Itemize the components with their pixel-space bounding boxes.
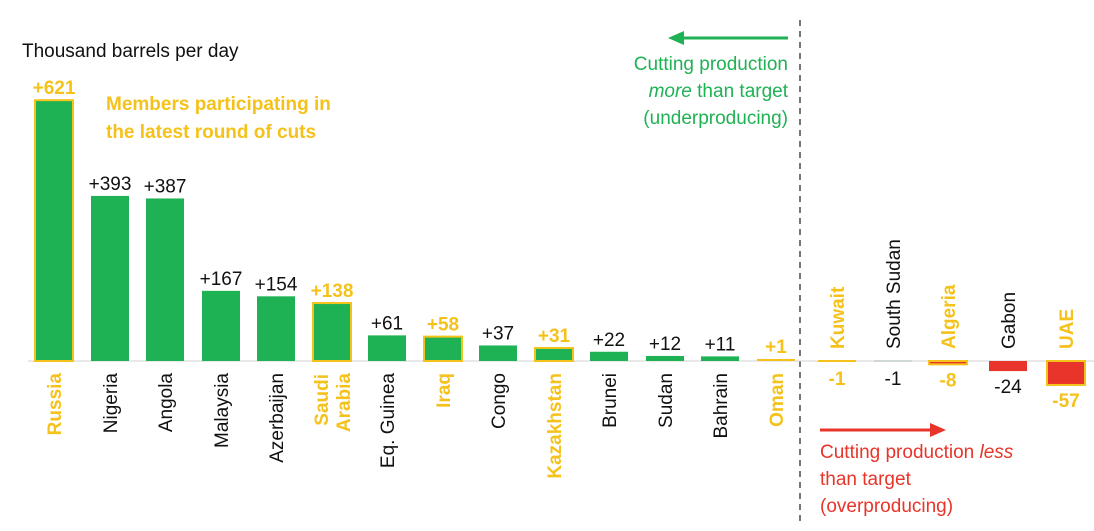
value-label-algeria: -8 <box>940 370 957 391</box>
overproducing-line-2: than target <box>820 469 912 490</box>
members-note: Members participating in the latest roun… <box>106 94 331 143</box>
bar-iraq <box>423 335 463 363</box>
value-label-angola: +387 <box>144 176 187 197</box>
value-label-oman: +1 <box>765 337 787 358</box>
bar-kuwait <box>818 360 856 362</box>
underproducing-line-3: (underproducing) <box>643 108 788 129</box>
bars: +621 Russia +393 Nigeria +387 Angola +167 Malay… <box>33 78 1086 479</box>
value-label-saudi-arabia: +138 <box>311 281 354 302</box>
bar-kazakhstan <box>534 346 574 363</box>
category-label-uae: UAE <box>1057 309 1078 349</box>
bar-malaysia <box>202 290 240 361</box>
bar-azerbaijan <box>257 296 295 361</box>
underproducing-rest: than target <box>692 81 789 102</box>
category-label-sudan: Sudan <box>656 373 677 428</box>
category-label-malaysia: Malaysia <box>212 373 233 448</box>
bar-brunei <box>590 351 628 361</box>
overproducing-start: Cutting production <box>820 442 980 463</box>
overproducing-line-1: Cutting production less <box>820 442 1014 463</box>
bar-oman <box>757 359 795 361</box>
value-label-sudan: +12 <box>649 334 681 355</box>
category-label-south-sudan: South Sudan <box>884 239 905 349</box>
value-label-malaysia: +167 <box>200 269 243 290</box>
bar-congo <box>479 345 517 361</box>
bar-uae <box>1046 360 1086 386</box>
overproducing-emphasis: less <box>980 442 1014 463</box>
bar-saudi-arabia <box>312 302 352 363</box>
value-label-iraq: +58 <box>427 315 459 336</box>
value-label-brunei: +22 <box>593 330 625 351</box>
value-label-kuwait: -1 <box>829 369 846 390</box>
bar-nigeria <box>91 195 129 361</box>
category-label-algeria: Algeria <box>939 284 960 349</box>
bar-gabon <box>989 361 1027 372</box>
category-label-gabon: Gabon <box>999 292 1020 349</box>
members-note-line-2: the latest round of cuts <box>106 122 316 143</box>
bar-sudan <box>646 355 684 361</box>
category-label-oman: Oman <box>767 373 788 427</box>
underproducing-line-2: more than target <box>649 81 789 102</box>
left-arrow-head <box>668 31 684 45</box>
value-label-kazakhstan: +31 <box>538 326 571 347</box>
category-label-kuwait: Kuwait <box>828 286 849 349</box>
value-label-azerbaijan: +154 <box>255 274 298 295</box>
category-label-kazakhstan: Kazakhstan <box>545 373 566 479</box>
value-label-south-sudan: -1 <box>885 369 902 390</box>
overproducing-line-3: (overproducing) <box>820 496 953 517</box>
bar-eq-guinea <box>368 335 406 361</box>
underproducing-annotation: Cutting production more than target (und… <box>634 31 789 129</box>
right-arrow-head <box>930 423 946 437</box>
overproducing-annotation: Cutting production less than target (ove… <box>820 423 1014 517</box>
bar-bahrain <box>701 356 739 361</box>
category-label-azerbaijan: Azerbaijan <box>267 373 288 463</box>
value-label-gabon: -24 <box>994 377 1022 398</box>
category-label-nigeria: Nigeria <box>101 373 122 434</box>
category-label-saudi-arabia: SaudiArabia <box>312 373 355 433</box>
value-label-uae: -57 <box>1052 391 1079 412</box>
category-label-bahrain: Bahrain <box>711 373 732 439</box>
category-label-iraq: Iraq <box>434 373 455 408</box>
category-label-russia: Russia <box>45 373 66 436</box>
unit-label: Thousand barrels per day <box>22 41 239 62</box>
underproducing-emphasis: more <box>649 81 692 102</box>
members-note-line-1: Members participating in <box>106 94 331 115</box>
bar-algeria <box>928 360 968 366</box>
category-label-brunei: Brunei <box>600 373 621 428</box>
category-label-eq-guinea: Eq. Guinea <box>378 373 399 468</box>
bar-south-sudan <box>874 360 912 362</box>
value-label-congo: +37 <box>482 323 514 344</box>
bar-russia <box>34 99 74 363</box>
value-label-bahrain: +11 <box>705 334 736 355</box>
value-label-russia: +621 <box>33 78 76 99</box>
underproducing-line-1: Cutting production <box>634 54 788 75</box>
value-label-nigeria: +393 <box>89 174 132 195</box>
bar-angola <box>146 198 184 361</box>
category-label-congo: Congo <box>489 373 510 429</box>
value-label-eq-guinea: +61 <box>371 313 403 334</box>
category-label-angola: Angola <box>156 373 177 433</box>
